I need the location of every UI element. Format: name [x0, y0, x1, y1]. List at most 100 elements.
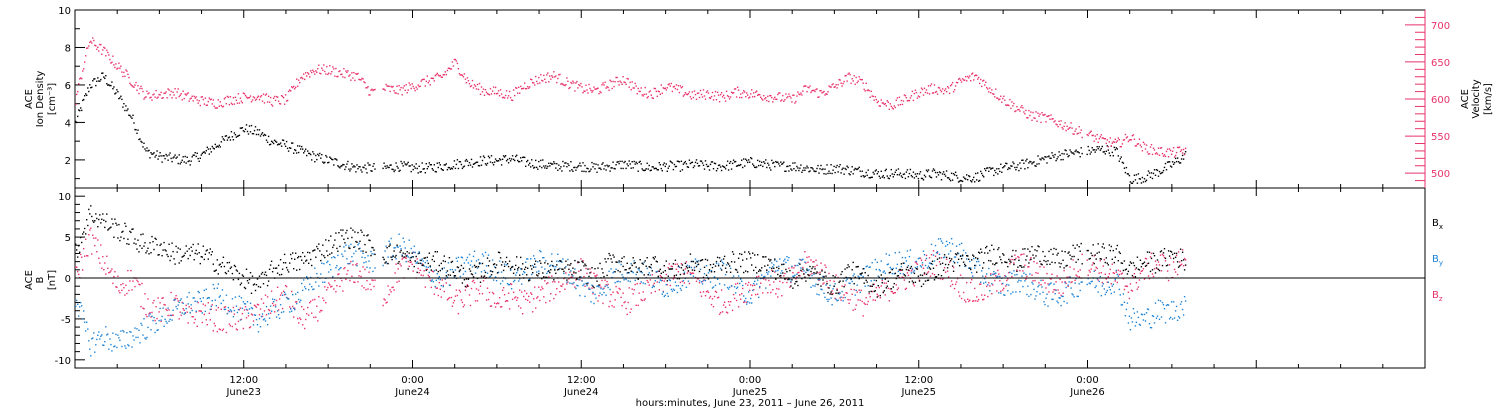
- by-point: [1174, 310, 1177, 312]
- by-point: [538, 270, 540, 272]
- by-point: [387, 256, 389, 258]
- bz-point: [361, 285, 363, 287]
- bz-point: [588, 287, 590, 289]
- by-point: [1018, 279, 1020, 281]
- bz-point: [650, 292, 652, 294]
- bz-point: [1076, 275, 1078, 277]
- by-point: [302, 289, 304, 292]
- by-point: [805, 271, 807, 274]
- by-point: [984, 277, 986, 280]
- by-point: [1183, 296, 1186, 298]
- by-point: [832, 288, 834, 290]
- by-point: [1090, 281, 1092, 283]
- velocity-point: [240, 100, 243, 102]
- density-point: [684, 160, 687, 163]
- velocity-point: [493, 92, 496, 95]
- by-point: [533, 255, 535, 257]
- density-point: [636, 162, 638, 165]
- bz-point: [769, 284, 771, 286]
- by-point: [371, 253, 373, 255]
- bz-point: [668, 263, 670, 265]
- by-point: [1049, 283, 1051, 285]
- bz-point: [454, 295, 457, 297]
- by-point: [327, 260, 329, 262]
- density-point: [278, 143, 281, 146]
- bz-point: [1096, 267, 1098, 270]
- by-point: [1111, 285, 1113, 287]
- by-point: [313, 288, 315, 290]
- bx-point: [127, 238, 129, 240]
- bz-point: [676, 263, 679, 265]
- bz-point: [141, 282, 143, 285]
- bz-point: [252, 320, 255, 322]
- density-point: [754, 166, 756, 168]
- bx-point: [402, 252, 404, 254]
- velocity-point: [614, 81, 616, 83]
- bx-point: [105, 220, 107, 223]
- bz-point: [272, 304, 275, 307]
- by-point: [571, 282, 573, 285]
- density-point: [81, 109, 83, 112]
- by-point: [1148, 323, 1151, 325]
- bx-point: [278, 274, 281, 276]
- by-point: [631, 270, 633, 273]
- velocity-point: [195, 96, 197, 98]
- density-point: [352, 166, 354, 168]
- density-point: [424, 172, 426, 174]
- by-point: [1013, 270, 1015, 272]
- density-point: [119, 97, 121, 99]
- velocity-point: [629, 81, 631, 84]
- bz-point: [601, 279, 603, 282]
- density-point: [1106, 145, 1108, 147]
- density-velocity-points: [75, 37, 1187, 184]
- velocity-point: [692, 96, 695, 99]
- velocity-point: [621, 83, 623, 85]
- density-point: [713, 162, 716, 164]
- density-point: [130, 116, 132, 118]
- density-point: [946, 177, 949, 179]
- velocity-point: [96, 48, 98, 50]
- by-point: [1112, 283, 1114, 286]
- bz-point: [416, 258, 418, 260]
- velocity-point: [980, 78, 982, 81]
- velocity-point: [842, 82, 844, 85]
- density-point: [181, 159, 183, 161]
- density-point: [1149, 176, 1152, 178]
- bx-point: [412, 256, 414, 258]
- velocity-point: [752, 96, 754, 98]
- density-point: [433, 164, 435, 166]
- velocity-point: [135, 81, 137, 84]
- density-point: [429, 164, 431, 166]
- bz-point: [95, 237, 97, 239]
- by-point: [447, 262, 450, 264]
- velocity-point: [983, 79, 985, 82]
- bx-point: [313, 249, 315, 252]
- density-point: [1123, 167, 1126, 169]
- bz-point: [629, 311, 631, 314]
- by-point: [912, 271, 915, 273]
- density-point: [338, 166, 340, 168]
- velocity-point: [675, 84, 678, 86]
- by-point: [1172, 301, 1175, 303]
- by-point: [671, 290, 674, 292]
- density-point: [672, 168, 675, 171]
- bz-point: [146, 315, 148, 318]
- bz-point: [653, 282, 655, 285]
- by-point: [1120, 304, 1122, 306]
- density-point: [968, 175, 970, 177]
- velocity-point: [783, 100, 785, 102]
- by-point: [254, 314, 257, 316]
- velocity-point: [1076, 133, 1078, 135]
- velocity-point: [669, 85, 671, 87]
- velocity-point: [655, 90, 657, 93]
- velocity-point: [580, 82, 582, 85]
- velocity-point: [399, 89, 401, 91]
- by-point: [440, 285, 442, 287]
- velocity-point: [987, 88, 989, 90]
- velocity-point: [741, 96, 743, 99]
- velocity-point: [547, 72, 549, 74]
- density-point: [345, 166, 347, 168]
- bz-point: [187, 322, 189, 324]
- by-point: [797, 264, 799, 267]
- bx-point: [353, 246, 355, 248]
